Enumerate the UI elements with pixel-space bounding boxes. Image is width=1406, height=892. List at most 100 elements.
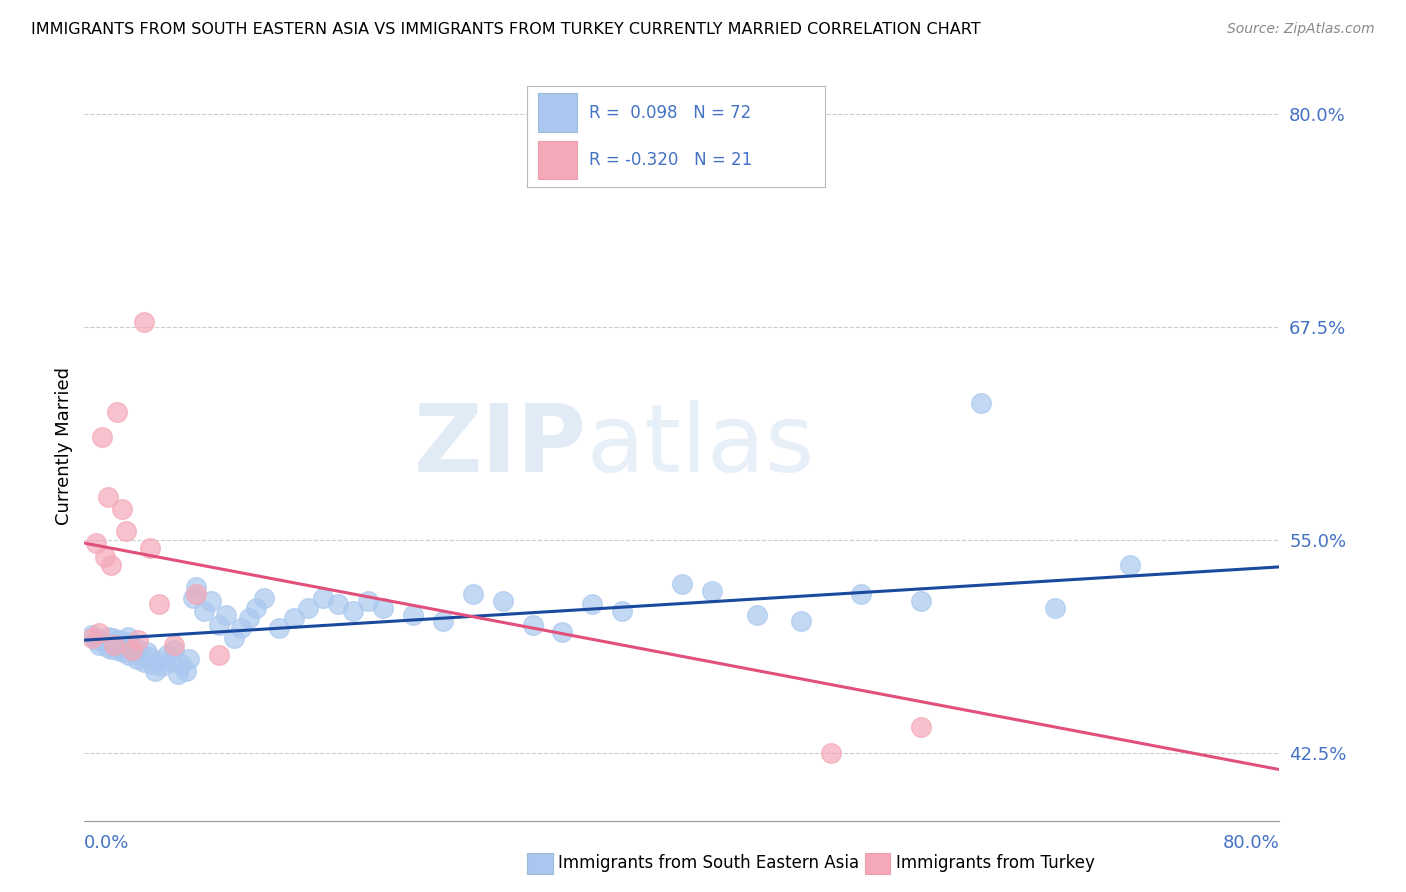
- Point: [167, 667, 190, 681]
- Point: [551, 624, 574, 639]
- Point: [89, 626, 111, 640]
- Point: [136, 645, 159, 659]
- Point: [80, 632, 103, 646]
- Point: [132, 655, 156, 669]
- Point: [522, 617, 544, 632]
- Point: [163, 638, 186, 652]
- Point: [127, 633, 149, 648]
- Point: [127, 641, 149, 656]
- Point: [328, 598, 350, 612]
- Point: [245, 600, 267, 615]
- Point: [103, 636, 125, 650]
- Text: Immigrants from South Eastern Asia: Immigrants from South Eastern Asia: [558, 855, 859, 872]
- Point: [312, 591, 335, 605]
- Point: [297, 600, 319, 615]
- Point: [790, 615, 813, 629]
- Point: [101, 632, 124, 646]
- Point: [115, 641, 138, 656]
- Point: [745, 607, 768, 622]
- Point: [1045, 600, 1067, 615]
- Point: [215, 607, 238, 622]
- Point: [193, 604, 215, 618]
- Point: [910, 594, 932, 608]
- Point: [121, 643, 143, 657]
- Point: [143, 664, 166, 678]
- Point: [238, 611, 260, 625]
- Point: [150, 658, 173, 673]
- Point: [103, 638, 125, 652]
- Text: 80.0%: 80.0%: [1223, 834, 1279, 852]
- Point: [120, 638, 142, 652]
- Point: [163, 643, 186, 657]
- Point: [700, 583, 723, 598]
- Point: [112, 645, 135, 659]
- Point: [114, 635, 136, 649]
- Point: [155, 648, 177, 663]
- Point: [115, 524, 138, 538]
- Point: [612, 604, 634, 618]
- Point: [820, 746, 842, 760]
- Text: IMMIGRANTS FROM SOUTH EASTERN ASIA VS IMMIGRANTS FROM TURKEY CURRENTLY MARRIED C: IMMIGRANTS FROM SOUTH EASTERN ASIA VS IM…: [31, 22, 980, 37]
- Point: [253, 591, 276, 605]
- Text: Source: ZipAtlas.com: Source: ZipAtlas.com: [1227, 22, 1375, 37]
- Point: [138, 650, 160, 665]
- Point: [91, 430, 114, 444]
- Point: [139, 541, 162, 556]
- Point: [122, 645, 145, 659]
- Point: [148, 654, 170, 668]
- Point: [86, 633, 108, 648]
- Point: [86, 536, 108, 550]
- Text: Immigrants from Turkey: Immigrants from Turkey: [896, 855, 1094, 872]
- Point: [94, 549, 117, 564]
- Point: [222, 632, 245, 646]
- Point: [402, 607, 425, 622]
- Point: [105, 643, 128, 657]
- Point: [970, 396, 993, 410]
- Point: [186, 587, 208, 601]
- Point: [200, 594, 222, 608]
- Point: [80, 628, 103, 642]
- Point: [1119, 558, 1142, 573]
- Point: [910, 720, 932, 734]
- Point: [231, 621, 253, 635]
- Point: [105, 405, 128, 419]
- Point: [160, 655, 183, 669]
- Point: [118, 648, 141, 663]
- Point: [117, 630, 139, 644]
- Point: [97, 630, 120, 644]
- Point: [170, 657, 193, 671]
- Point: [174, 664, 197, 678]
- Point: [461, 587, 484, 601]
- Point: [208, 648, 231, 663]
- Point: [96, 640, 118, 654]
- Text: 0.0%: 0.0%: [84, 834, 129, 852]
- Y-axis label: Currently Married: Currently Married: [55, 367, 73, 525]
- Point: [100, 641, 122, 656]
- Point: [129, 648, 152, 663]
- Point: [97, 490, 120, 504]
- Point: [851, 587, 873, 601]
- Point: [111, 640, 134, 654]
- Point: [91, 635, 114, 649]
- Point: [671, 577, 693, 591]
- Point: [357, 594, 380, 608]
- Point: [342, 604, 364, 618]
- Text: ZIP: ZIP: [413, 400, 586, 492]
- Point: [432, 615, 454, 629]
- Point: [492, 594, 515, 608]
- Point: [132, 315, 156, 329]
- Point: [186, 580, 208, 594]
- Point: [107, 633, 129, 648]
- Point: [141, 657, 163, 671]
- Point: [267, 621, 290, 635]
- Point: [373, 600, 395, 615]
- Text: atlas: atlas: [586, 400, 814, 492]
- Point: [581, 598, 603, 612]
- Point: [125, 652, 148, 666]
- Point: [183, 591, 205, 605]
- Point: [100, 558, 122, 573]
- Point: [283, 611, 305, 625]
- Point: [89, 638, 111, 652]
- Point: [208, 617, 231, 632]
- Point: [111, 502, 134, 516]
